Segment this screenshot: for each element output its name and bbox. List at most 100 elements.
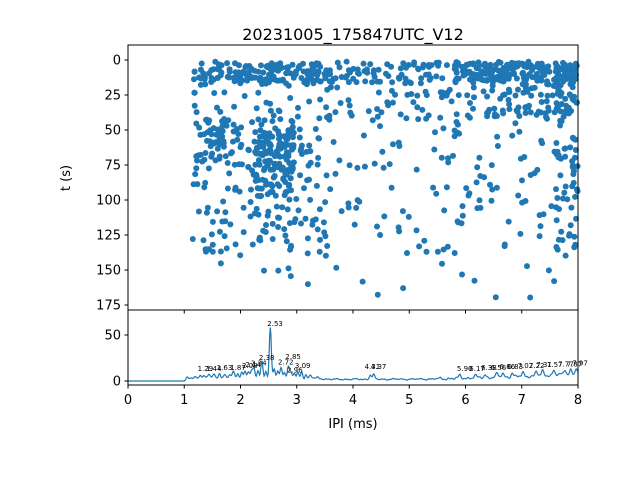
scatter-point xyxy=(316,115,323,122)
scatter-point xyxy=(236,62,242,69)
scatter-point xyxy=(439,260,445,267)
scatter-point xyxy=(558,101,565,107)
histogram-plot-frame xyxy=(127,309,579,386)
scatter-point xyxy=(210,140,217,147)
scatter-point xyxy=(217,108,224,115)
scatter-point xyxy=(206,117,213,124)
scatter-point xyxy=(528,62,534,69)
peak-annotation: 2.85 xyxy=(285,353,301,361)
scatter-point xyxy=(554,90,561,97)
scatter-point xyxy=(531,84,538,91)
scatter-point xyxy=(537,91,544,98)
peak-annotation: 2.24 xyxy=(251,359,267,367)
scatter-point xyxy=(214,208,221,215)
scatter-point xyxy=(440,125,447,132)
scatter-point xyxy=(297,172,304,179)
scatter-point xyxy=(570,79,576,86)
scatter-point xyxy=(568,204,575,211)
scatter-point xyxy=(543,98,550,105)
scatter-point xyxy=(200,70,207,77)
scatter-point xyxy=(374,291,381,298)
scatter-point xyxy=(256,234,263,241)
scatter-point xyxy=(237,80,244,87)
scatter-point xyxy=(456,130,463,137)
scatter-point xyxy=(470,105,476,112)
peak-annotation: 6.17 xyxy=(469,365,485,373)
scatter-point xyxy=(405,213,412,220)
scatter-point xyxy=(505,75,512,82)
scatter-point xyxy=(519,177,525,184)
scatter-point xyxy=(439,75,446,82)
scatter-point xyxy=(252,161,259,168)
scatter-point xyxy=(567,144,574,151)
scatter-point xyxy=(367,61,374,68)
scatter-point xyxy=(202,179,209,186)
scatter-point xyxy=(562,252,569,259)
scatter-point xyxy=(444,89,451,96)
scatter-point xyxy=(193,165,200,172)
scatter-point xyxy=(227,221,234,228)
scatter-point xyxy=(191,76,197,83)
scatter-point xyxy=(287,273,294,280)
scatter-point xyxy=(375,66,382,73)
scatter-point xyxy=(226,74,233,81)
scatter-point xyxy=(315,154,322,161)
scatter-point xyxy=(567,222,574,229)
peak-annotation: 5.90 xyxy=(457,365,473,373)
scatter-point xyxy=(240,204,247,211)
scatter-point xyxy=(230,138,236,145)
scatter-point xyxy=(273,203,280,210)
scatter-point xyxy=(418,75,425,82)
scatter-point xyxy=(226,170,233,177)
scatter-point xyxy=(222,209,229,216)
scatter-point xyxy=(247,213,254,220)
scatter-point xyxy=(270,112,277,119)
scatter-point xyxy=(263,63,270,70)
scatter-point xyxy=(400,285,407,292)
scatter-point xyxy=(282,189,289,196)
scatter-point xyxy=(232,184,239,191)
scatter-point xyxy=(560,59,566,66)
scatter-point xyxy=(541,72,548,78)
scatter-point xyxy=(275,214,281,221)
scatter-point xyxy=(305,162,312,169)
peak-annotation: 7.87 xyxy=(567,360,583,368)
scatter-point xyxy=(324,243,331,249)
scatter-point xyxy=(324,114,330,121)
scatter-point xyxy=(379,148,386,155)
scatter-point xyxy=(360,60,367,67)
scatter-point xyxy=(316,248,323,255)
scatter-point xyxy=(415,66,422,73)
scatter-point xyxy=(253,173,260,180)
scatter-point xyxy=(259,81,265,87)
scatter-point xyxy=(306,98,313,105)
scatter-point xyxy=(272,125,279,132)
scatter-point xyxy=(255,139,262,145)
scatter-point xyxy=(289,61,296,68)
scatter-point xyxy=(493,184,500,191)
scatter-point xyxy=(323,104,330,111)
scatter-point xyxy=(342,74,349,81)
scatter-point xyxy=(489,87,496,94)
scatter-point xyxy=(535,108,542,115)
scatter-point xyxy=(220,143,227,150)
scatter-point xyxy=(332,170,339,177)
scatter-point xyxy=(451,127,458,134)
x-tick-label: 3 xyxy=(293,393,301,408)
scatter-point xyxy=(278,64,285,71)
scatter-point xyxy=(489,186,496,193)
scatter-point xyxy=(488,72,495,79)
scatter-point xyxy=(365,108,372,115)
scatter-point xyxy=(235,72,242,79)
scatter-point xyxy=(559,237,566,244)
scatter-point xyxy=(296,134,303,141)
scatter-point xyxy=(225,117,232,124)
scatter-point xyxy=(522,104,529,111)
scatter-point xyxy=(263,181,269,188)
scatter-point xyxy=(268,150,275,157)
scatter-point xyxy=(501,241,508,248)
scatter-point xyxy=(351,221,358,228)
scatter-point xyxy=(316,206,323,213)
scatter-point xyxy=(488,162,495,169)
peak-annotations: 1.291.441.631.872.082.142.242.38 2.53 2.72… xyxy=(198,320,588,375)
